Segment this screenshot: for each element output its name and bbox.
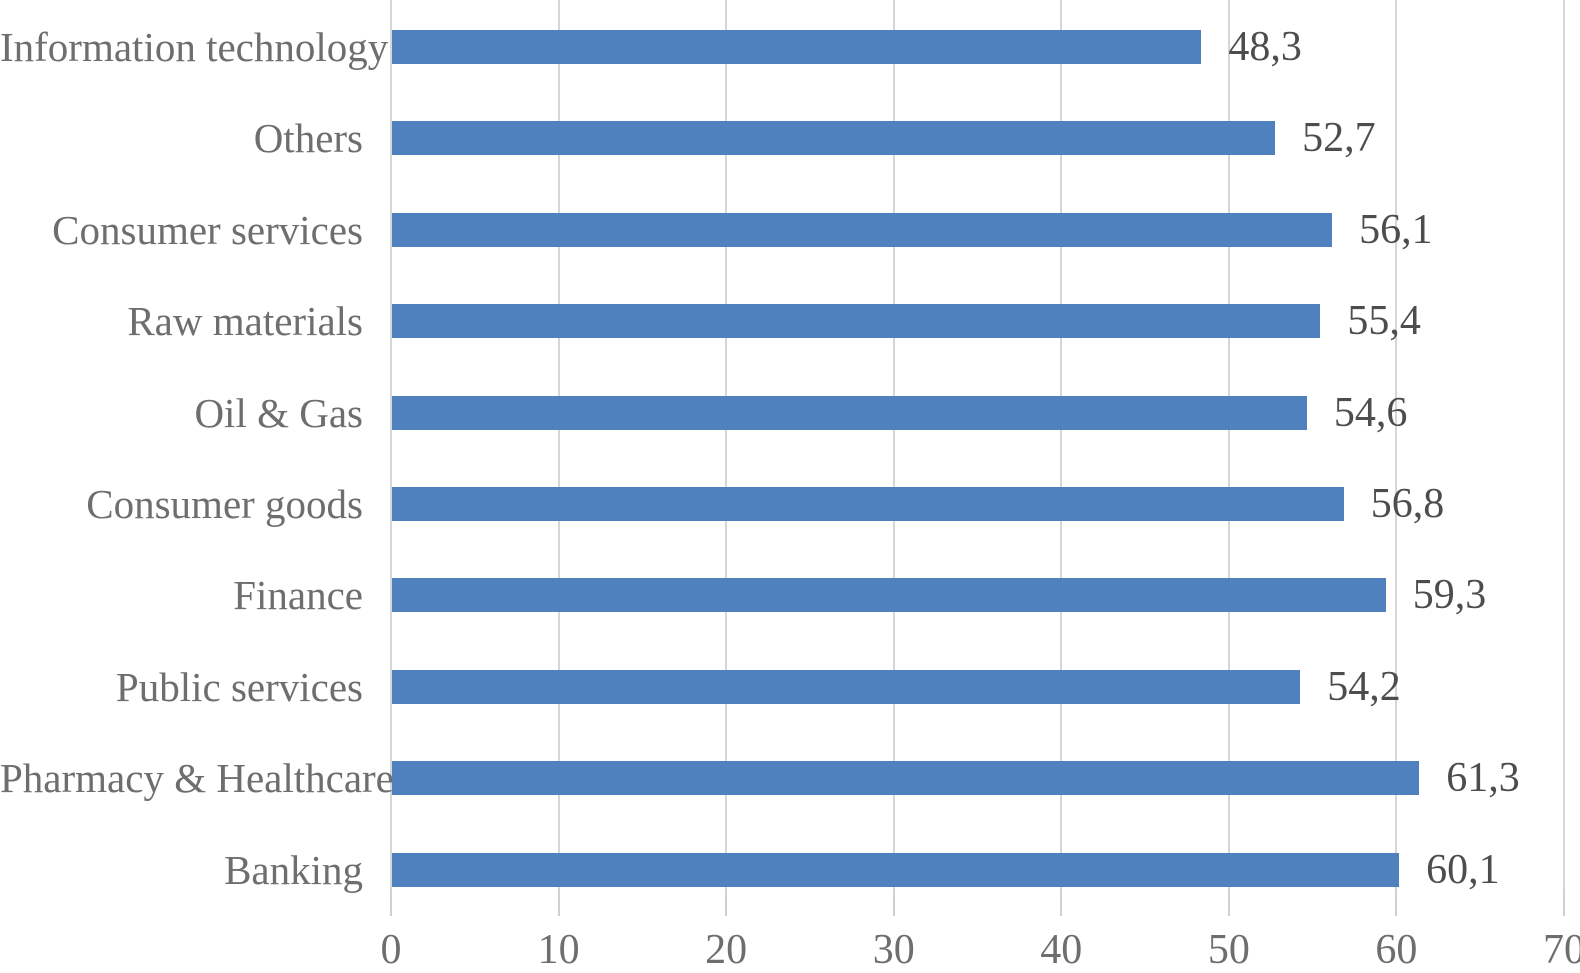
x-axis-tick-label: 10 [537,927,580,973]
x-axis-tick-label: 70 [1542,927,1580,973]
axis-tick-mark [1395,889,1398,916]
axis-tick-mark [557,889,560,916]
gridline [1395,0,1398,889]
bar [392,669,1301,704]
gridline [1227,0,1230,889]
category-label: Banking [224,846,363,893]
gridline [892,0,895,889]
value-label: 56,8 [1370,481,1445,527]
gridline [557,0,560,889]
category-label: Oil & Gas [194,389,363,436]
x-axis-tick-label: 50 [1207,927,1250,973]
category-label: Pharmacy & Healthcare [0,755,394,802]
gridline [725,0,728,889]
bar [392,212,1333,247]
bar [392,761,1420,796]
gridline [1060,0,1063,889]
bar [392,30,1202,64]
x-axis-tick-label: 20 [705,927,748,973]
category-label: Others [253,115,363,162]
axis-tick-mark [1227,889,1230,916]
bar [392,395,1307,430]
axis-tick-mark [1562,889,1565,916]
value-label: 54,6 [1333,389,1408,436]
gridline [390,0,392,889]
x-axis-tick-label: 40 [1040,927,1083,973]
value-label: 52,7 [1302,115,1376,162]
value-label: 60,1 [1426,846,1500,893]
gridline [1562,0,1565,889]
x-axis-tick-label: 60 [1375,927,1418,973]
category-label: Information technology [0,24,389,70]
axis-tick-mark [725,889,728,916]
value-label: 59,3 [1412,572,1487,619]
value-label: 48,3 [1228,24,1302,70]
bar [392,304,1321,339]
category-label: Consumer services [52,206,363,253]
category-label: Consumer goods [86,481,363,527]
axis-tick-mark [892,889,895,916]
value-label: 55,4 [1347,298,1421,345]
axis-tick-mark [1060,889,1063,916]
axis-tick-mark [390,889,392,916]
bar [392,852,1400,887]
category-label: Raw materials [127,298,363,345]
bar [392,578,1386,613]
x-axis-tick-label: 30 [872,927,915,973]
category-label: Finance [233,572,363,619]
value-label: 61,3 [1446,755,1520,802]
value-label: 54,2 [1327,663,1401,710]
category-label: Public services [115,663,363,710]
x-axis-tick-label: 0 [380,927,402,973]
value-label: 56,1 [1359,206,1433,253]
bar [392,487,1344,521]
bar [392,121,1276,156]
